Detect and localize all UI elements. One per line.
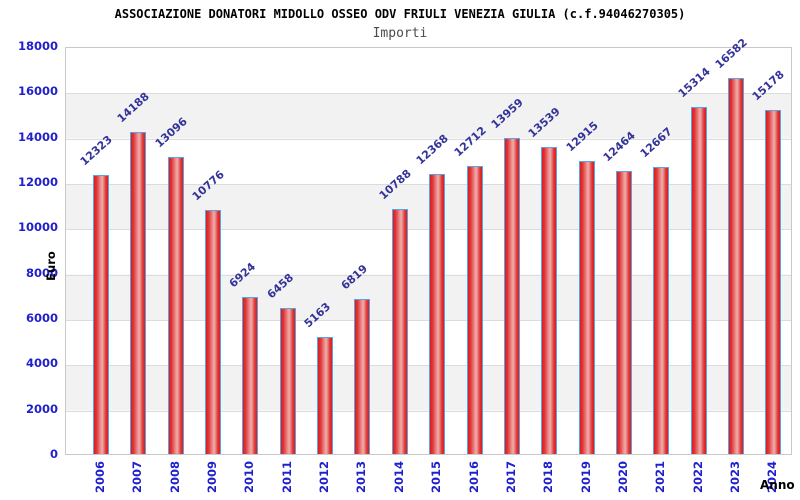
x-tick-label: 2016 xyxy=(466,460,481,494)
bar-value-label: 12712 xyxy=(451,123,489,160)
bar xyxy=(503,137,520,454)
x-tick-label: 2012 xyxy=(317,460,332,494)
chart-title: ASSOCIAZIONE DONATORI MIDOLLO OSSEO ODV … xyxy=(114,7,686,21)
gridline xyxy=(66,229,791,231)
bar xyxy=(93,174,109,454)
x-tick-label: 2006 xyxy=(93,460,107,494)
x-axis-title: Anno xyxy=(760,478,795,492)
bar-value-label: 13959 xyxy=(488,95,526,131)
gridline xyxy=(66,274,791,276)
x-tick-label: 2019 xyxy=(578,460,593,494)
x-tick-label: 2009 xyxy=(205,460,220,494)
bar-value-label: 12368 xyxy=(413,131,451,167)
x-tick-label: 2008 xyxy=(167,460,182,494)
bar xyxy=(317,336,334,454)
bar xyxy=(429,173,446,454)
x-tick-label: 2014 xyxy=(391,460,406,494)
y-tick-label: 4000 xyxy=(25,356,58,371)
bar xyxy=(615,171,632,454)
x-tick-label: 2010 xyxy=(242,460,257,494)
bar xyxy=(727,78,744,454)
bar xyxy=(765,109,782,454)
gridline xyxy=(66,184,791,185)
bar xyxy=(541,147,558,454)
y-tick-label: 18000 xyxy=(17,39,58,53)
bar-value-label: 10788 xyxy=(376,167,414,203)
bar-value-label: 12667 xyxy=(637,124,676,161)
x-tick-label: 2011 xyxy=(279,460,294,494)
bar xyxy=(653,166,670,454)
y-tick-label: 10000 xyxy=(17,220,58,235)
bar xyxy=(242,297,259,454)
bar-value-label: 14188 xyxy=(114,90,153,126)
x-tick-label: 2013 xyxy=(354,460,369,494)
x-tick-label: 2007 xyxy=(130,460,145,494)
bar xyxy=(578,161,595,454)
x-tick-label: 2018 xyxy=(541,460,556,494)
bar-value-label: 12915 xyxy=(563,119,601,155)
bar xyxy=(690,106,707,454)
bar xyxy=(466,165,483,454)
bar xyxy=(391,209,408,454)
bar-value-label: 10776 xyxy=(189,167,227,203)
bar-value-label: 5163 xyxy=(301,300,334,331)
x-tick-label: 2021 xyxy=(653,460,668,494)
bar xyxy=(279,307,296,454)
bar-value-label: 13096 xyxy=(152,115,190,151)
gridline xyxy=(66,138,791,140)
bar-value-label: 6819 xyxy=(339,262,371,293)
bar-value-label: 16582 xyxy=(712,36,750,72)
x-tick-label: 2017 xyxy=(503,460,518,494)
y-tick-label: 12000 xyxy=(17,175,58,189)
x-tick-label: 2020 xyxy=(615,460,630,494)
gridline xyxy=(66,93,791,95)
y-tick-label: 6000 xyxy=(25,311,58,325)
y-axis-title: Euro xyxy=(44,251,58,281)
y-tick-label: 16000 xyxy=(17,84,58,99)
bar xyxy=(130,132,147,454)
plot-area: 12323 14188 13096 10776 6924 6458 5163 6819 1078… xyxy=(65,36,792,455)
gridline xyxy=(66,410,791,412)
bar-value-label: 13539 xyxy=(525,105,563,141)
x-tick-label: 2015 xyxy=(429,460,444,494)
chart-subtitle: Importi xyxy=(372,26,428,41)
bar xyxy=(354,299,371,454)
y-tick-label: 8000 xyxy=(25,265,58,280)
bar xyxy=(205,209,222,454)
y-tick-label: 14000 xyxy=(17,129,58,144)
x-tick-label: 2023 xyxy=(727,460,742,494)
y-tick-label: 0 xyxy=(49,447,58,461)
gridline xyxy=(66,365,791,367)
bar-value-label: 15314 xyxy=(675,64,713,101)
bar-value-label: 15178 xyxy=(749,67,788,104)
bar-value-label: 12464 xyxy=(600,129,638,165)
y-tick-label: 2000 xyxy=(25,401,58,416)
x-tick-label: 2022 xyxy=(690,460,705,494)
bar xyxy=(167,157,184,454)
gridline xyxy=(66,320,791,321)
